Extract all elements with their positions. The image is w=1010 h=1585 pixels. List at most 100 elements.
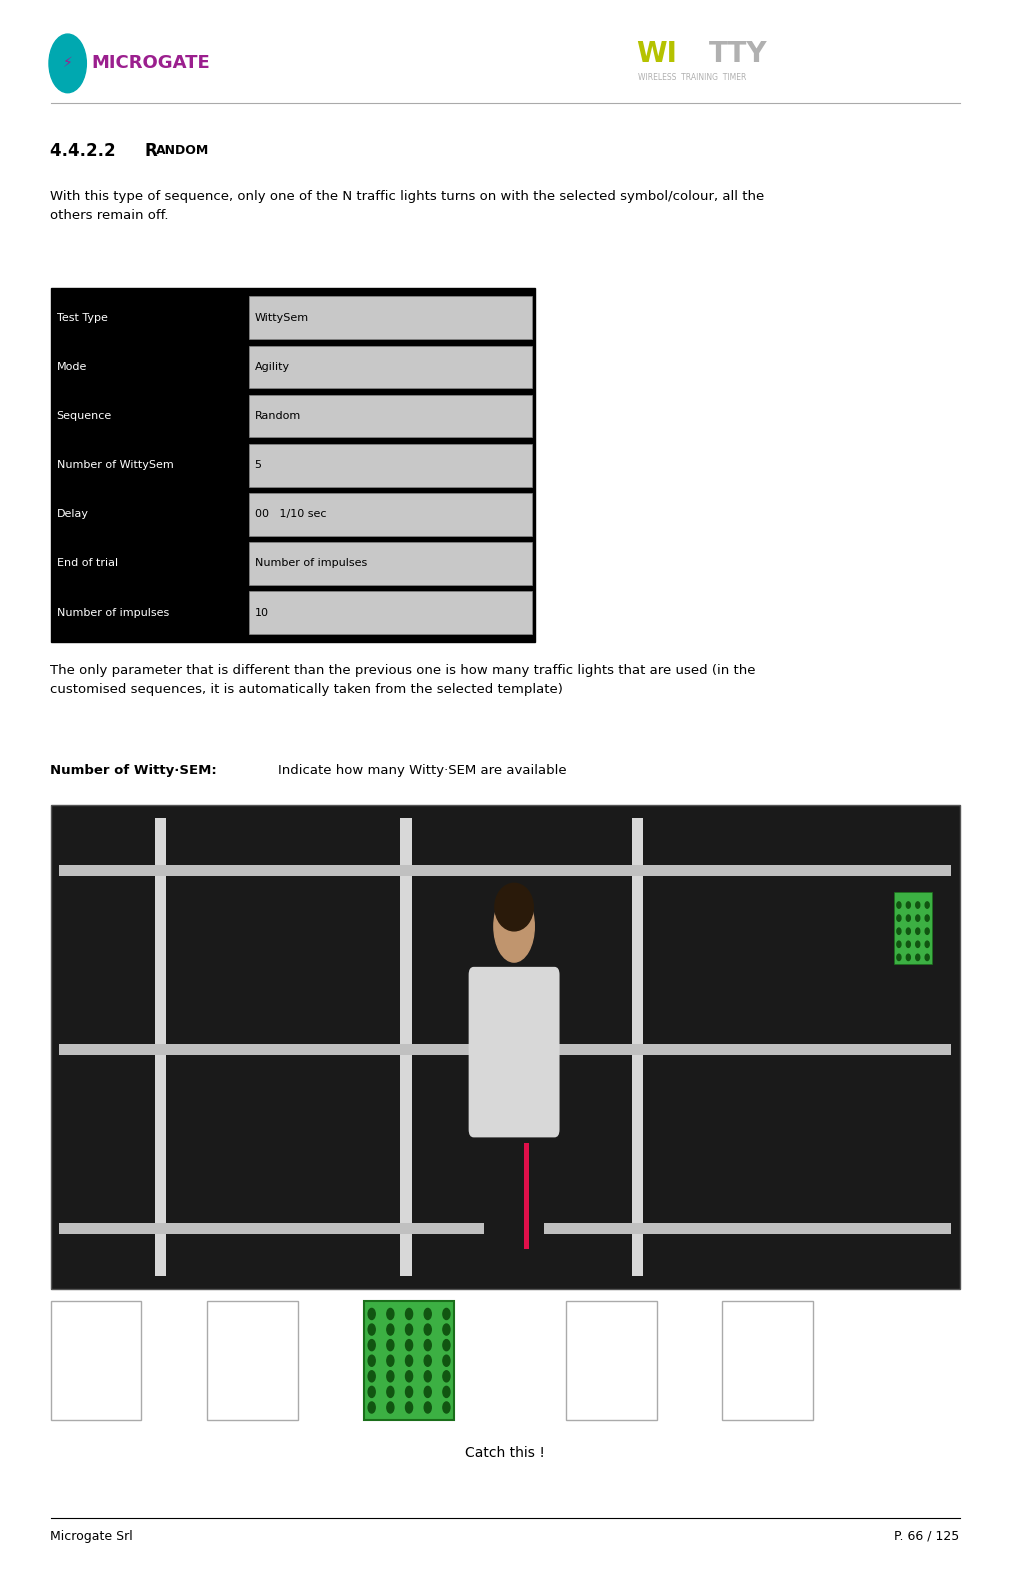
Ellipse shape (424, 1371, 431, 1382)
Ellipse shape (387, 1401, 394, 1414)
Ellipse shape (916, 915, 920, 921)
Text: 00   1/10 sec: 00 1/10 sec (255, 509, 326, 520)
FancyBboxPatch shape (524, 1143, 529, 1249)
FancyBboxPatch shape (59, 865, 951, 877)
Ellipse shape (387, 1339, 394, 1350)
Ellipse shape (925, 941, 929, 948)
Ellipse shape (906, 929, 910, 934)
Text: Delay: Delay (57, 509, 89, 520)
Ellipse shape (405, 1309, 412, 1319)
Ellipse shape (387, 1371, 394, 1382)
Text: P. 66 / 125: P. 66 / 125 (894, 1530, 960, 1542)
FancyBboxPatch shape (632, 818, 643, 1276)
Ellipse shape (897, 929, 901, 934)
Ellipse shape (925, 929, 929, 934)
Ellipse shape (925, 954, 929, 961)
Ellipse shape (368, 1355, 376, 1366)
Text: WIRELESS  TRAINING  TIMER: WIRELESS TRAINING TIMER (638, 73, 746, 82)
Ellipse shape (442, 1323, 450, 1335)
Ellipse shape (916, 902, 920, 908)
Ellipse shape (387, 1387, 394, 1398)
Text: The only parameter that is different than the previous one is how many traffic l: The only parameter that is different tha… (50, 664, 756, 696)
Ellipse shape (442, 1371, 450, 1382)
FancyBboxPatch shape (469, 967, 560, 1138)
FancyBboxPatch shape (249, 444, 532, 487)
FancyBboxPatch shape (894, 892, 932, 964)
Text: Mode: Mode (57, 361, 87, 372)
FancyBboxPatch shape (50, 805, 959, 1289)
Ellipse shape (897, 941, 901, 948)
Ellipse shape (442, 1401, 450, 1414)
Ellipse shape (405, 1339, 412, 1350)
Text: WI: WI (636, 40, 677, 68)
Ellipse shape (916, 954, 920, 961)
FancyBboxPatch shape (249, 346, 532, 388)
Ellipse shape (897, 954, 901, 961)
Ellipse shape (48, 33, 87, 92)
Ellipse shape (405, 1401, 412, 1414)
Ellipse shape (906, 941, 910, 948)
FancyBboxPatch shape (249, 296, 532, 339)
FancyBboxPatch shape (722, 1301, 813, 1420)
FancyBboxPatch shape (207, 1301, 298, 1420)
Ellipse shape (925, 915, 929, 921)
Ellipse shape (424, 1309, 431, 1319)
Text: End of trial: End of trial (57, 558, 118, 569)
Text: Number of Witty·SEM:: Number of Witty·SEM: (50, 764, 217, 777)
Ellipse shape (442, 1387, 450, 1398)
Text: Catch this !: Catch this ! (465, 1446, 545, 1460)
FancyBboxPatch shape (364, 1301, 454, 1420)
Text: Test Type: Test Type (57, 312, 107, 323)
FancyBboxPatch shape (566, 1301, 656, 1420)
Ellipse shape (368, 1309, 376, 1319)
Ellipse shape (916, 941, 920, 948)
Ellipse shape (906, 954, 910, 961)
Text: TTY: TTY (709, 40, 768, 68)
Ellipse shape (906, 915, 910, 921)
FancyBboxPatch shape (50, 288, 535, 642)
Text: Indicate how many Witty·SEM are available: Indicate how many Witty·SEM are availabl… (278, 764, 567, 777)
FancyBboxPatch shape (59, 1043, 951, 1056)
FancyBboxPatch shape (156, 818, 166, 1276)
Ellipse shape (925, 902, 929, 908)
Ellipse shape (424, 1339, 431, 1350)
Ellipse shape (368, 1371, 376, 1382)
FancyBboxPatch shape (484, 1130, 544, 1265)
Text: Number of impulses: Number of impulses (255, 558, 367, 569)
FancyBboxPatch shape (249, 591, 532, 634)
Text: Microgate Srl: Microgate Srl (50, 1530, 133, 1542)
Ellipse shape (494, 891, 534, 962)
Text: WittySem: WittySem (255, 312, 309, 323)
Ellipse shape (368, 1387, 376, 1398)
Ellipse shape (916, 929, 920, 934)
Ellipse shape (405, 1355, 412, 1366)
Text: ⚡: ⚡ (63, 57, 73, 70)
Ellipse shape (442, 1339, 450, 1350)
FancyBboxPatch shape (249, 395, 532, 437)
Ellipse shape (387, 1323, 394, 1335)
Text: ANDOM: ANDOM (156, 144, 209, 157)
Ellipse shape (387, 1309, 394, 1319)
FancyBboxPatch shape (59, 1222, 951, 1233)
FancyBboxPatch shape (249, 493, 532, 536)
Ellipse shape (405, 1387, 412, 1398)
Ellipse shape (897, 902, 901, 908)
Text: Sequence: Sequence (57, 411, 112, 422)
Ellipse shape (906, 902, 910, 908)
Ellipse shape (368, 1339, 376, 1350)
Ellipse shape (495, 883, 533, 930)
Ellipse shape (424, 1355, 431, 1366)
Ellipse shape (368, 1401, 376, 1414)
FancyBboxPatch shape (400, 818, 412, 1276)
Text: Number of impulses: Number of impulses (57, 607, 169, 618)
Ellipse shape (424, 1323, 431, 1335)
Text: 10: 10 (255, 607, 269, 618)
Text: With this type of sequence, only one of the N traffic lights turns on with the s: With this type of sequence, only one of … (50, 190, 765, 222)
Text: Random: Random (255, 411, 301, 422)
Text: 4.4.2.2: 4.4.2.2 (50, 141, 127, 160)
Ellipse shape (424, 1401, 431, 1414)
Text: MICROGATE: MICROGATE (91, 54, 210, 73)
Ellipse shape (442, 1355, 450, 1366)
Ellipse shape (442, 1309, 450, 1319)
Text: 5: 5 (255, 460, 262, 471)
